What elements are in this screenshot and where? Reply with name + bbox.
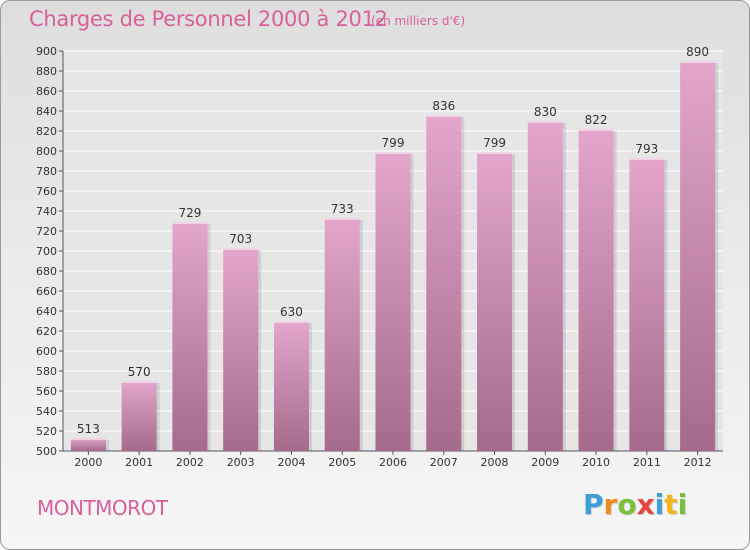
value-label: 799 bbox=[483, 136, 506, 150]
x-tick-label: 2006 bbox=[379, 456, 407, 469]
y-tick-label: 880 bbox=[36, 65, 57, 78]
y-tick-label: 700 bbox=[36, 245, 57, 258]
y-tick-label: 820 bbox=[36, 125, 57, 138]
x-tick-label: 2001 bbox=[125, 456, 153, 469]
bar-highlight bbox=[172, 222, 208, 224]
value-label: 513 bbox=[77, 422, 100, 436]
chart-title: Charges de Personnel 2000 à 2012 bbox=[29, 7, 388, 31]
bar bbox=[680, 61, 716, 451]
logo-letter: i bbox=[677, 488, 688, 521]
bar-highlight bbox=[223, 248, 259, 250]
value-label: 703 bbox=[229, 232, 252, 246]
x-tick-label: 2012 bbox=[684, 456, 712, 469]
x-tick-label: 2005 bbox=[328, 456, 356, 469]
bar bbox=[172, 222, 208, 451]
x-tick-label: 2009 bbox=[531, 456, 559, 469]
value-label: 799 bbox=[382, 136, 405, 150]
bar bbox=[578, 129, 614, 451]
y-tick-label: 560 bbox=[36, 385, 57, 398]
logo-letter: o bbox=[617, 488, 637, 521]
bar-highlight bbox=[527, 121, 563, 123]
y-tick-label: 860 bbox=[36, 85, 57, 98]
y-tick-label: 900 bbox=[36, 45, 57, 58]
bar-highlight bbox=[680, 61, 716, 63]
value-label: 793 bbox=[635, 142, 658, 156]
logo-letter: i bbox=[654, 488, 665, 521]
bar-highlight bbox=[121, 381, 157, 383]
bar-highlight bbox=[426, 115, 462, 117]
x-tick-label: 2003 bbox=[227, 456, 255, 469]
y-tick-label: 680 bbox=[36, 265, 57, 278]
bar-highlight bbox=[477, 152, 513, 154]
x-tick-label: 2010 bbox=[582, 456, 610, 469]
bar bbox=[223, 248, 259, 451]
y-tick-label: 660 bbox=[36, 285, 57, 298]
value-label: 890 bbox=[686, 45, 709, 59]
bar-highlight bbox=[324, 218, 360, 220]
x-tick-label: 2002 bbox=[176, 456, 204, 469]
bar bbox=[375, 152, 411, 451]
value-label: 822 bbox=[585, 113, 608, 127]
y-tick-label: 620 bbox=[36, 325, 57, 338]
y-tick-label: 740 bbox=[36, 205, 57, 218]
bar-highlight bbox=[70, 438, 106, 440]
x-tick-label: 2004 bbox=[277, 456, 305, 469]
proxiti-logo: Proxiti bbox=[583, 488, 687, 521]
value-label: 630 bbox=[280, 305, 303, 319]
bar bbox=[324, 218, 360, 451]
y-tick-label: 600 bbox=[36, 345, 57, 358]
bar-highlight bbox=[273, 321, 309, 323]
x-tick-label: 2011 bbox=[633, 456, 661, 469]
y-tick-label: 520 bbox=[36, 425, 57, 438]
y-tick-label: 640 bbox=[36, 305, 57, 318]
bar-highlight bbox=[629, 158, 665, 160]
x-tick-label: 2007 bbox=[430, 456, 458, 469]
y-tick-label: 840 bbox=[36, 105, 57, 118]
x-tick-label: 2008 bbox=[481, 456, 509, 469]
y-tick-label: 760 bbox=[36, 185, 57, 198]
bar-highlight bbox=[578, 129, 614, 131]
value-label: 729 bbox=[178, 206, 201, 220]
y-tick-label: 580 bbox=[36, 365, 57, 378]
y-tick-label: 800 bbox=[36, 145, 57, 158]
place-name: MONTMOROT bbox=[37, 496, 168, 520]
bar bbox=[426, 115, 462, 451]
bar bbox=[70, 438, 106, 451]
value-label: 733 bbox=[331, 202, 354, 216]
value-label: 836 bbox=[432, 99, 455, 113]
bar-highlight bbox=[375, 152, 411, 154]
logo-letter: P bbox=[583, 488, 604, 521]
bar bbox=[527, 121, 563, 451]
bar bbox=[121, 381, 157, 451]
bar bbox=[629, 158, 665, 451]
y-tick-label: 500 bbox=[36, 445, 57, 458]
logo-letter: t bbox=[664, 488, 678, 521]
chart-subtitle: (en milliers d'€) bbox=[371, 14, 466, 28]
y-tick-label: 720 bbox=[36, 225, 57, 238]
value-label: 830 bbox=[534, 105, 557, 119]
bar bbox=[273, 321, 309, 451]
x-tick-label: 2000 bbox=[74, 456, 102, 469]
y-tick-label: 540 bbox=[36, 405, 57, 418]
y-tick-label: 780 bbox=[36, 165, 57, 178]
logo-letter: x bbox=[636, 488, 655, 521]
bar bbox=[477, 152, 513, 451]
logo-letter: r bbox=[603, 488, 618, 521]
value-label: 570 bbox=[128, 365, 151, 379]
